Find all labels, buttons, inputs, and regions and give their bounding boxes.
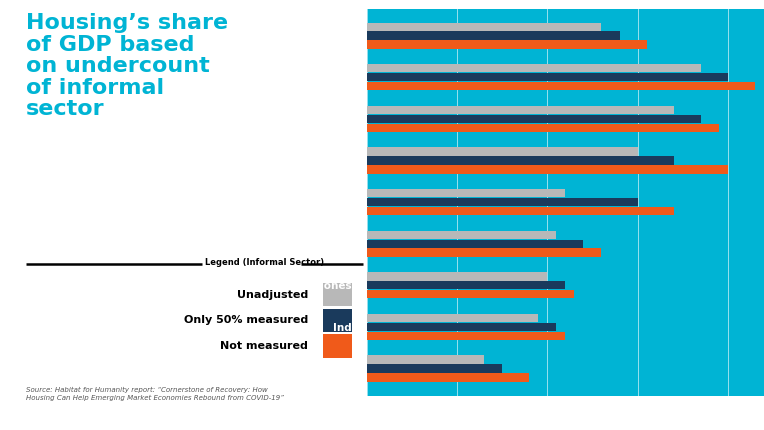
Bar [367,198,638,206]
Bar [367,73,728,81]
FancyBboxPatch shape [322,309,352,332]
Bar [367,147,638,156]
Bar [367,64,701,73]
Bar [367,364,502,373]
Bar [367,124,719,132]
Bar [367,157,674,165]
Bar [367,106,674,114]
FancyBboxPatch shape [322,283,352,306]
Bar [367,323,556,331]
Bar [367,314,539,322]
Bar [367,230,556,239]
Bar [367,373,529,382]
Text: Housing’s share
of GDP based
on undercount
of informal
sector: Housing’s share of GDP based on undercou… [26,13,228,119]
Bar [367,356,484,364]
Bar [367,115,701,123]
Text: Legend (Informal Sector): Legend (Informal Sector) [206,258,325,267]
Text: Unadjusted: Unadjusted [237,289,308,300]
Bar [367,332,565,340]
Bar [367,281,565,289]
Bar [367,207,674,215]
FancyBboxPatch shape [322,335,352,358]
Bar [367,189,565,197]
Bar [367,22,601,31]
Text: Only 50% measured: Only 50% measured [184,315,308,326]
Bar [367,290,575,298]
Text: Not measured: Not measured [220,341,308,351]
Bar [367,40,646,49]
Bar [367,165,728,174]
Bar [367,240,584,248]
Text: Source: Habitat for Humanity report: “Cornerstone of Recovery: How
Housing Can H: Source: Habitat for Humanity report: “Co… [26,387,283,401]
Bar [367,249,601,257]
Bar [367,31,620,40]
Bar [367,272,547,280]
Bar [367,82,755,90]
